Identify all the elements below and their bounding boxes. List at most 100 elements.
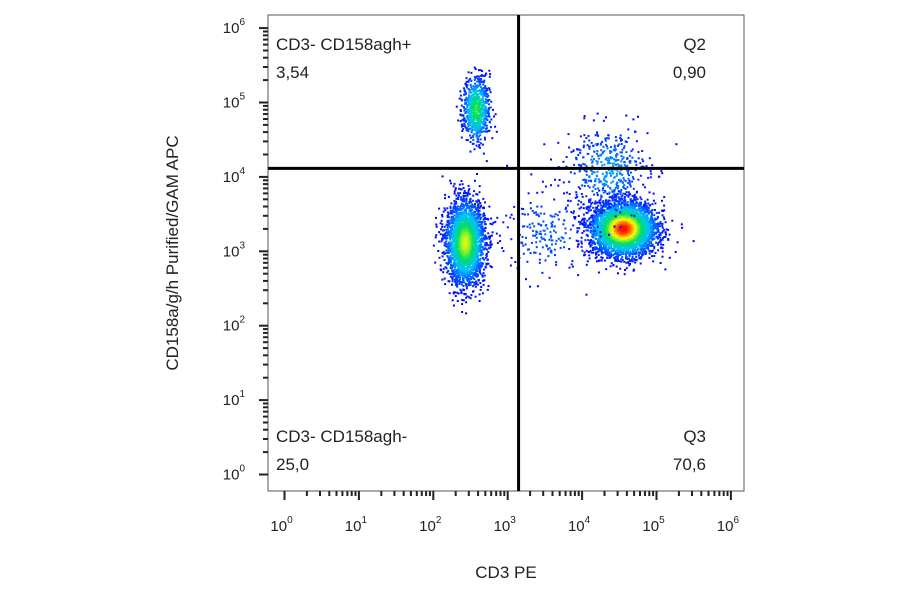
event-dot bbox=[442, 267, 445, 270]
event-dot bbox=[474, 285, 477, 288]
event-dot bbox=[474, 82, 476, 85]
event-dot bbox=[452, 252, 455, 255]
event-dot bbox=[448, 259, 450, 261]
event-dot bbox=[484, 265, 487, 268]
event-dot bbox=[469, 267, 472, 270]
event-dot bbox=[499, 240, 502, 243]
event-dot bbox=[469, 110, 471, 113]
event-dot bbox=[481, 274, 484, 277]
event-dot bbox=[454, 295, 457, 297]
event-dot bbox=[465, 275, 468, 278]
event-dot bbox=[473, 264, 476, 267]
event-dot bbox=[460, 123, 463, 126]
event-dot bbox=[480, 249, 483, 252]
event-dot bbox=[462, 238, 464, 240]
event-dot bbox=[477, 215, 480, 218]
event-dot bbox=[454, 264, 457, 267]
event-dot bbox=[604, 259, 606, 262]
event-dot bbox=[449, 229, 452, 232]
event-dot bbox=[458, 249, 461, 252]
event-dot bbox=[464, 239, 467, 242]
event-dot bbox=[476, 84, 479, 87]
event-dot bbox=[468, 201, 471, 204]
event-dot bbox=[465, 253, 468, 256]
event-dot bbox=[481, 221, 484, 223]
event-dot bbox=[477, 107, 480, 110]
event-dot bbox=[612, 197, 615, 200]
event-dot bbox=[457, 192, 459, 195]
event-dot bbox=[458, 254, 461, 257]
event-dot bbox=[470, 267, 473, 270]
event-dot bbox=[459, 236, 462, 239]
event-dot bbox=[605, 199, 608, 202]
event-dot bbox=[478, 262, 480, 265]
event-dot bbox=[468, 280, 471, 283]
event-dot bbox=[473, 128, 476, 131]
event-dot bbox=[659, 234, 662, 236]
event-dot bbox=[462, 187, 465, 189]
event-dot bbox=[461, 99, 463, 102]
event-dot bbox=[478, 82, 481, 85]
event-dot bbox=[463, 109, 466, 112]
event-dot bbox=[444, 232, 447, 235]
event-dot bbox=[650, 224, 653, 227]
event-dot bbox=[626, 258, 629, 260]
event-dot bbox=[462, 263, 465, 266]
event-dot bbox=[469, 150, 472, 153]
event-dot bbox=[473, 281, 476, 284]
event-dot bbox=[464, 229, 466, 232]
event-dot bbox=[475, 232, 478, 235]
event-dot bbox=[458, 232, 461, 235]
event-dot bbox=[444, 245, 447, 248]
event-dot bbox=[662, 216, 665, 219]
event-dot bbox=[468, 266, 471, 269]
event-dot bbox=[484, 201, 486, 204]
event-dot bbox=[473, 148, 476, 151]
event-dot bbox=[658, 234, 661, 236]
event-dot bbox=[462, 299, 465, 302]
event-dot bbox=[472, 102, 475, 105]
event-dot bbox=[455, 219, 458, 221]
event-dot bbox=[472, 96, 475, 99]
event-dot bbox=[458, 262, 461, 265]
event-dot bbox=[450, 230, 452, 233]
event-dot bbox=[479, 126, 481, 129]
event-dot bbox=[449, 242, 452, 245]
event-dot bbox=[446, 271, 449, 274]
event-dot bbox=[487, 100, 489, 103]
event-dot bbox=[460, 228, 463, 231]
event-dot bbox=[458, 282, 461, 285]
event-dot bbox=[479, 202, 482, 204]
event-dot bbox=[479, 288, 482, 291]
event-dot bbox=[455, 255, 458, 258]
event-dot bbox=[472, 115, 474, 118]
event-dot bbox=[483, 220, 486, 223]
event-dot bbox=[440, 228, 442, 231]
event-dot bbox=[472, 250, 475, 253]
event-dot bbox=[463, 199, 466, 202]
event-dot bbox=[439, 233, 442, 236]
event-dot bbox=[470, 278, 473, 281]
event-dot bbox=[484, 138, 486, 141]
event-dot bbox=[458, 212, 461, 215]
event-dot bbox=[460, 125, 463, 128]
event-dot bbox=[608, 240, 611, 243]
event-dot bbox=[476, 226, 478, 229]
event-dot bbox=[478, 209, 481, 212]
event-dot bbox=[450, 182, 452, 185]
event-dot bbox=[476, 113, 479, 116]
event-dot bbox=[475, 223, 478, 226]
event-dot bbox=[458, 244, 461, 247]
event-dot bbox=[472, 90, 475, 93]
event-dot bbox=[470, 232, 473, 235]
event-dot bbox=[469, 262, 472, 265]
event-dot bbox=[489, 236, 491, 239]
event-dot bbox=[463, 281, 466, 284]
event-dot bbox=[466, 203, 469, 206]
event-dot bbox=[476, 273, 479, 276]
event-dot bbox=[462, 117, 465, 120]
event-dot bbox=[456, 207, 459, 210]
event-dot bbox=[458, 240, 461, 243]
event-dot bbox=[650, 249, 652, 252]
event-dot bbox=[449, 244, 452, 247]
